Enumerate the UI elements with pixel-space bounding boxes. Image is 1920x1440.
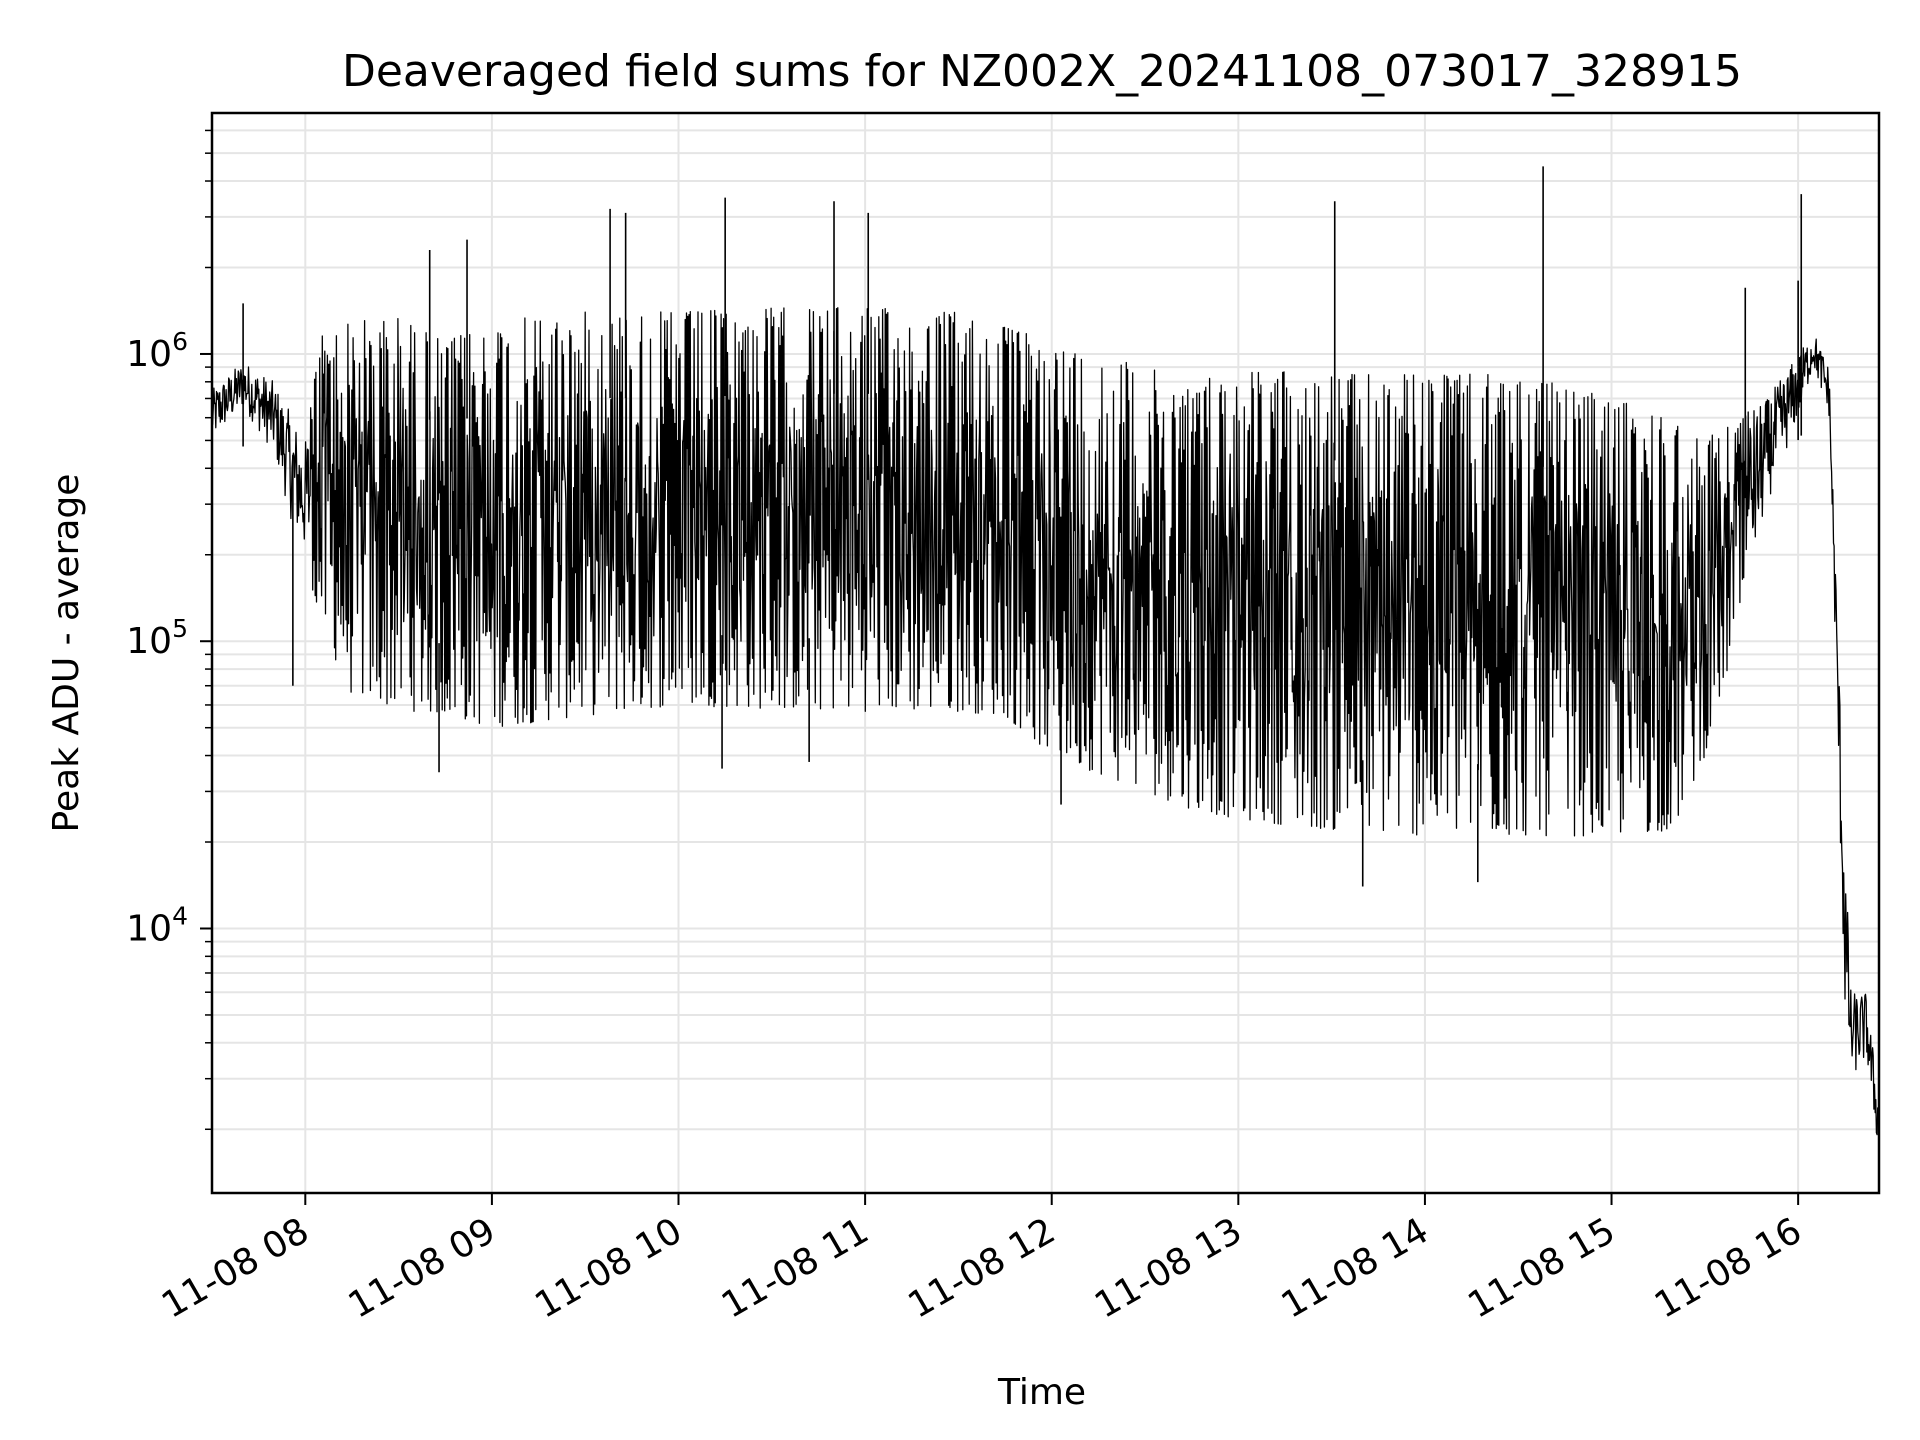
y-tick-label: 105 [126, 614, 188, 662]
y-tick-label: 104 [126, 901, 188, 949]
plot-area [211, 166, 1880, 1137]
chart-title: Deaveraged field sums for NZ002X_2024110… [342, 46, 1742, 97]
y-tick-label: 106 [126, 327, 188, 375]
series-line [211, 307, 1880, 1137]
plot-frame [210, 111, 1881, 1195]
x-axis-label: Time [997, 1372, 1086, 1413]
y-axis-label: Peak ADU - average [46, 474, 87, 833]
y-axis: 104 105 106 [126, 129, 212, 1131]
